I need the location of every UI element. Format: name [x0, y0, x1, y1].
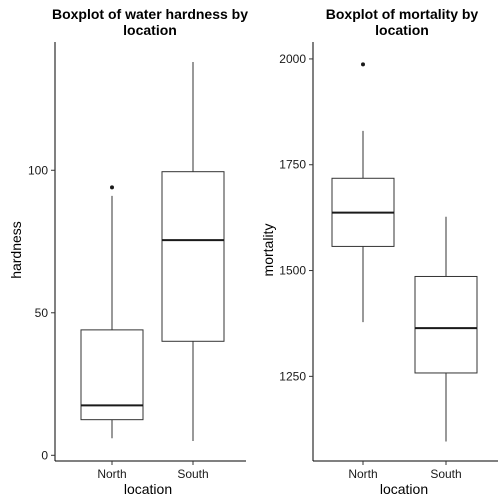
hardness-x-tick-label: North [97, 467, 126, 481]
hardness-boxes [80, 61, 225, 442]
hardness-x-tick-label: South [177, 467, 208, 481]
hardness-chart-title-line1: Boxplot of water hardness by [52, 6, 248, 22]
mortality-x-axis-label: location [380, 481, 428, 497]
mortality-y-tick-label: 1500 [279, 264, 306, 278]
hardness-y-tick-label: 50 [35, 306, 49, 320]
mortality-south-box [414, 275, 478, 374]
mortality-y-tick-label: 2000 [279, 52, 306, 66]
mortality-boxplot-panel: Boxplot of mortality by location 1250 150… [260, 6, 498, 497]
mortality-y-tick-label: 1250 [279, 369, 306, 383]
mortality-chart-title-line1: Boxplot of mortality by [326, 6, 479, 22]
hardness-y-tick-label: 0 [41, 448, 48, 462]
hardness-y-axis-label: hardness [8, 221, 24, 279]
hardness-south-box [161, 171, 225, 342]
hardness-north-outlier [110, 185, 114, 190]
hardness-chart-title-line2: location [123, 22, 177, 38]
mortality-x-tick-label: South [430, 467, 461, 481]
hardness-axes: 0 50 100 North South [28, 42, 246, 481]
mortality-x-tick-label: North [348, 467, 377, 481]
mortality-boxes [331, 62, 478, 442]
hardness-x-axis-label: location [124, 481, 172, 497]
mortality-y-tick-label: 1750 [279, 158, 306, 172]
mortality-axes: 1250 1500 1750 2000 North South [279, 42, 498, 481]
mortality-north-outlier [361, 62, 365, 67]
hardness-boxplot-panel: Boxplot of water hardness by location 0 5… [8, 6, 248, 497]
mortality-chart-title-line2: location [375, 22, 429, 38]
hardness-y-tick-label: 100 [28, 163, 48, 177]
mortality-y-axis-label: mortality [260, 224, 276, 277]
